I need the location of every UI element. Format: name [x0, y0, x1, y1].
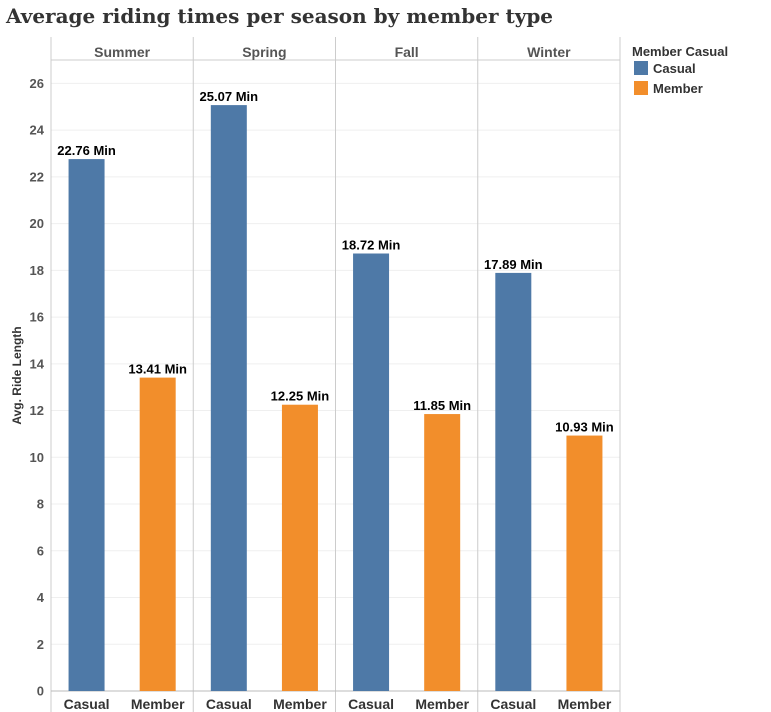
bar-spring-casual — [210, 105, 247, 692]
chart-title: Average riding times per season by membe… — [6, 4, 554, 28]
x-category-label: Member — [131, 696, 185, 712]
y-tick-label: 2 — [37, 637, 44, 652]
bar-summer-casual — [68, 159, 105, 691]
y-tick-label: 14 — [30, 356, 45, 371]
legend-swatch-casual — [634, 61, 648, 75]
x-category-label: Member — [273, 696, 327, 712]
bar-fall-member — [424, 414, 461, 691]
x-category-label: Member — [415, 696, 469, 712]
data-label: 22.76 Min — [57, 143, 116, 158]
panel-label-fall: Fall — [395, 44, 419, 60]
y-tick-label: 8 — [37, 497, 44, 512]
y-tick-label: 26 — [30, 76, 44, 91]
bar-winter-member — [566, 435, 603, 691]
y-tick-label: 16 — [30, 310, 44, 325]
data-label: 11.85 Min — [413, 398, 471, 413]
legend-label-casual: Casual — [653, 61, 696, 76]
panel-label-summer: Summer — [94, 44, 151, 60]
panel-label-spring: Spring — [242, 44, 286, 60]
y-tick-label: 0 — [37, 684, 44, 699]
y-tick-label: 20 — [30, 216, 44, 231]
bar-spring-member — [281, 404, 318, 691]
legend-swatch-member — [634, 81, 648, 95]
data-label: 12.25 Min — [271, 389, 330, 404]
x-category-label: Member — [558, 696, 612, 712]
y-tick-label: 4 — [37, 590, 45, 605]
data-label: 13.41 Min — [128, 362, 187, 377]
y-axis-label: Avg. Ride Length — [10, 326, 24, 424]
bar-fall-casual — [353, 253, 390, 692]
x-category-label: Casual — [64, 696, 110, 712]
bar-winter-casual — [495, 272, 532, 691]
y-tick-label: 10 — [30, 450, 44, 465]
y-tick-label: 12 — [30, 403, 44, 418]
y-tick-label: 18 — [30, 263, 44, 278]
data-label: 18.72 Min — [342, 238, 401, 253]
data-label: 25.07 Min — [200, 89, 259, 104]
legend-label-member: Member — [653, 81, 703, 96]
legend-title: Member Casual — [632, 44, 728, 59]
data-label: 10.93 Min — [555, 420, 614, 435]
y-tick-label: 22 — [30, 169, 44, 184]
y-tick-label: 6 — [37, 543, 44, 558]
data-label: 17.89 Min — [484, 257, 543, 272]
panel-label-winter: Winter — [527, 44, 571, 60]
x-category-label: Casual — [490, 696, 536, 712]
x-category-label: Casual — [348, 696, 394, 712]
bar-summer-member — [139, 377, 176, 691]
x-category-label: Casual — [206, 696, 252, 712]
y-tick-label: 24 — [30, 123, 45, 138]
